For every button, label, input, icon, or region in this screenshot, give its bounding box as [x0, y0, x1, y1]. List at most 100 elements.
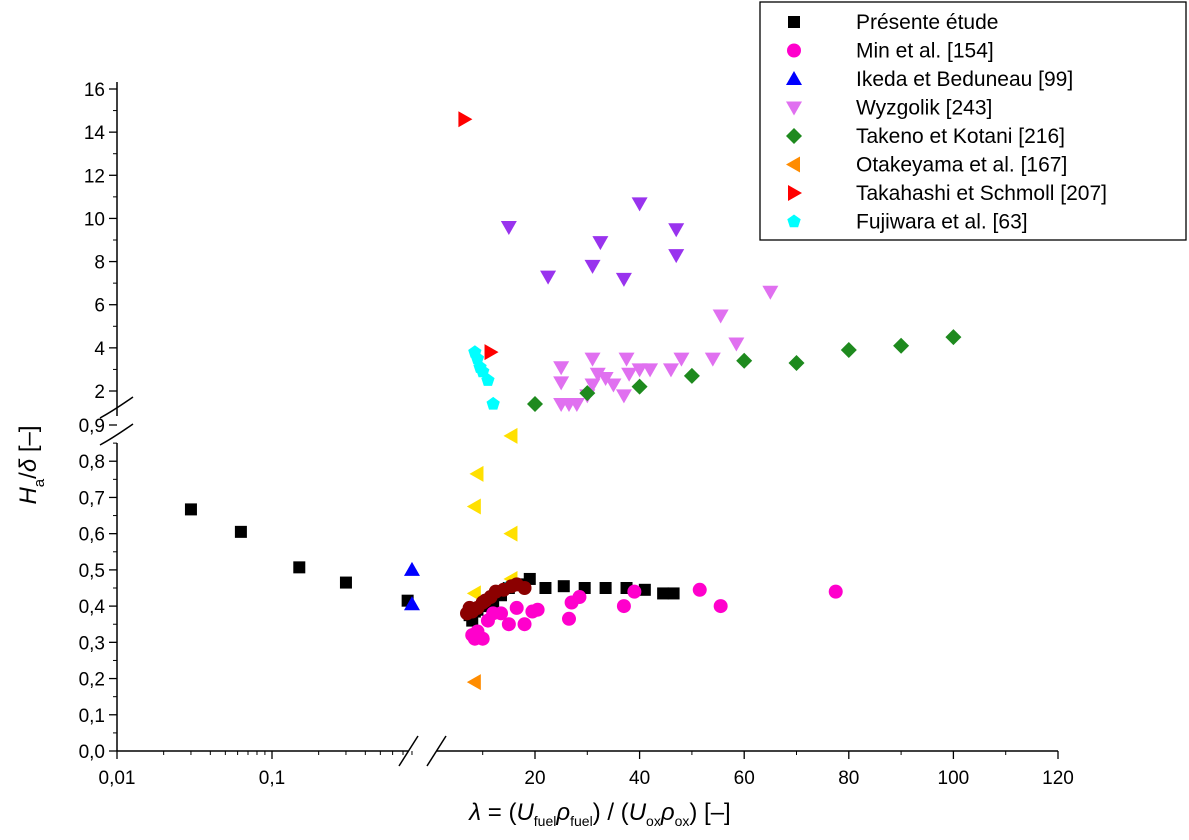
data-point: [572, 590, 587, 605]
x-tick-label: 60: [734, 768, 755, 789]
data-point: [631, 378, 648, 395]
data-point: [638, 583, 651, 596]
y-tick-label: 0,3: [79, 633, 105, 654]
data-point: [486, 396, 500, 410]
data-point: [293, 561, 306, 574]
data-point: [605, 378, 622, 393]
y-tick-label: 0,0: [79, 742, 105, 763]
y-tick-label: 0,1: [79, 706, 105, 727]
data-point: [501, 617, 516, 632]
x-axis-break-mark: [426, 735, 447, 767]
data-point: [500, 221, 517, 236]
data-point: [642, 363, 659, 378]
y-axis-break-mark: [99, 396, 134, 419]
y-tick-label: 0,8: [79, 452, 105, 473]
data-point: [667, 587, 680, 600]
legend-marker: [786, 128, 802, 144]
data-point: [584, 259, 601, 274]
y-tick-label: 0,2: [79, 670, 105, 691]
data-point: [788, 354, 805, 371]
data-point: [616, 599, 631, 614]
data-point: [466, 674, 481, 691]
data-point: [736, 352, 753, 369]
y-tick-label: 12: [84, 166, 105, 187]
data-point: [509, 600, 524, 615]
data-point: [599, 582, 612, 594]
y-tick-label: 0,4: [79, 597, 106, 618]
x-tick-label: 0,1: [259, 768, 285, 789]
data-point: [403, 596, 420, 611]
data-point: [668, 223, 685, 238]
data-point: [466, 498, 481, 515]
series-5: [466, 674, 481, 691]
data-point: [466, 585, 481, 602]
legend-label: Otakeyama et al. [167]: [856, 154, 1067, 177]
data-point: [481, 373, 495, 386]
y-tick-label: 0,9: [79, 416, 105, 437]
data-point: [704, 352, 721, 367]
data-point: [683, 367, 700, 384]
legend-label: Takahashi et Schmoll [207]: [856, 182, 1107, 205]
data-point: [618, 352, 635, 367]
data-point: [517, 581, 532, 595]
series-8: [466, 427, 518, 602]
y-tick-label: 8: [94, 253, 105, 274]
data-point: [621, 367, 638, 382]
legend-marker: [787, 214, 801, 228]
data-point: [530, 602, 545, 617]
data-point: [712, 309, 729, 324]
data-point: [592, 236, 609, 251]
legend-label: Présente étude: [856, 11, 998, 34]
data-point: [579, 385, 596, 402]
y-tick-label: 10: [84, 209, 105, 230]
data-point: [584, 352, 601, 367]
legend-label: Takeno et Kotani [216]: [856, 125, 1065, 148]
data-point: [540, 270, 557, 285]
legend-label: Ikeda et Beduneau [99]: [856, 68, 1073, 91]
x-tick-label: 100: [938, 768, 970, 789]
y-tick-label: 0,7: [79, 488, 105, 509]
data-point: [469, 465, 484, 482]
legend-label: Wyzgolik [243]: [856, 97, 992, 120]
data-point: [631, 197, 648, 212]
legend-marker: [788, 16, 800, 28]
data-point: [234, 525, 247, 538]
data-point: [662, 363, 679, 378]
series-0: [184, 503, 680, 627]
series-1: [465, 582, 843, 646]
data-point: [893, 337, 910, 354]
data-point: [339, 576, 352, 589]
data-point: [615, 272, 632, 287]
data-point: [945, 329, 962, 346]
data-point: [828, 584, 843, 599]
data-point: [403, 561, 420, 576]
y-tick-label: 4: [94, 339, 105, 360]
y-tick-label: 14: [84, 123, 106, 144]
data-point: [589, 367, 606, 382]
series-4: [527, 329, 962, 412]
data-point: [631, 363, 648, 378]
data-point: [494, 606, 509, 621]
data-point: [615, 389, 632, 404]
y-tick-label: 6: [94, 296, 105, 317]
data-point: [475, 631, 490, 646]
x-tick-label: 120: [1042, 768, 1074, 789]
data-point: [458, 111, 473, 128]
legend-marker: [786, 156, 800, 173]
y-tick-label: 0,6: [79, 525, 105, 546]
data-point: [762, 285, 779, 300]
data-point: [713, 599, 728, 614]
legend-marker: [787, 43, 801, 58]
x-tick-label: 20: [524, 768, 545, 789]
data-point: [527, 395, 543, 412]
legend-marker: [786, 101, 802, 116]
x-axis-title: λ = (Ufuelρfuel) / (Uoxρox) [–]: [467, 799, 730, 829]
data-point: [503, 525, 518, 542]
data-point: [557, 580, 570, 593]
data-point: [668, 249, 685, 264]
data-point: [503, 427, 518, 444]
data-point: [673, 352, 690, 367]
x-tick-label: 0,01: [99, 768, 136, 789]
data-point: [539, 582, 552, 594]
